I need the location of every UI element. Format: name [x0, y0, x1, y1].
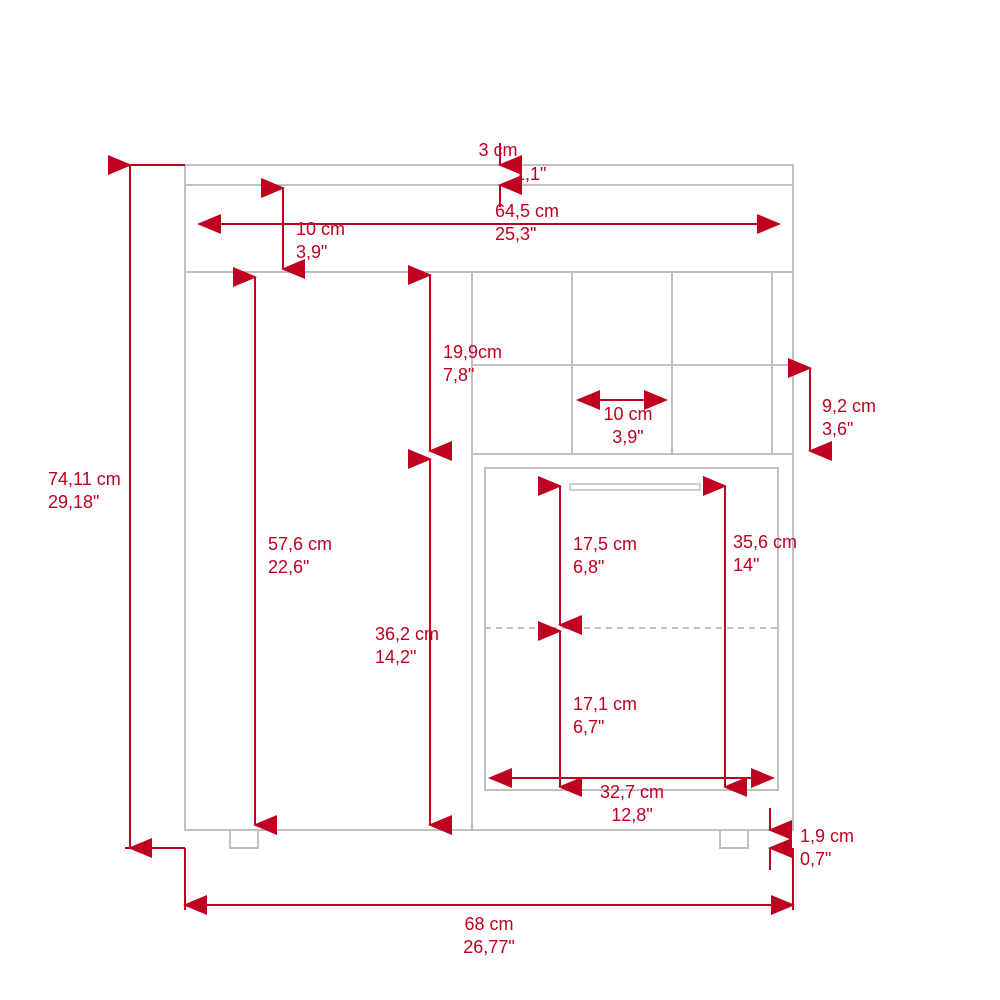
svg-text:35,6 cm: 35,6 cm	[733, 532, 797, 552]
svg-text:74,11 cm: 74,11 cm	[48, 469, 121, 489]
svg-text:17,5 cm: 17,5 cm	[573, 534, 637, 554]
svg-text:7,8": 7,8"	[443, 365, 474, 385]
svg-text:68 cm: 68 cm	[464, 914, 513, 934]
svg-text:17,1 cm: 17,1 cm	[573, 694, 637, 714]
svg-text:57,6 cm: 57,6 cm	[268, 534, 332, 554]
svg-text:25,3": 25,3"	[495, 224, 536, 244]
dimension-diagram: 74,11 cm 29,18" 68 cm 26,77" 3 cm 1,1" 64,5 cm…	[0, 0, 1000, 1000]
svg-text:32,7 cm: 32,7 cm	[600, 782, 664, 802]
svg-text:22,6": 22,6"	[268, 557, 309, 577]
svg-text:10 cm: 10 cm	[603, 404, 652, 424]
svg-text:14,2": 14,2"	[375, 647, 416, 667]
svg-text:14": 14"	[733, 555, 759, 575]
svg-text:3,9": 3,9"	[296, 242, 327, 262]
svg-text:19,9cm: 19,9cm	[443, 342, 502, 362]
svg-text:36,2 cm: 36,2 cm	[375, 624, 439, 644]
svg-text:64,5 cm: 64,5 cm	[495, 201, 559, 221]
svg-text:12,8": 12,8"	[611, 805, 652, 825]
svg-text:6,8": 6,8"	[573, 557, 604, 577]
svg-text:9,2 cm: 9,2 cm	[822, 396, 876, 416]
svg-text:3 cm: 3 cm	[478, 140, 517, 160]
svg-text:26,77": 26,77"	[463, 937, 514, 957]
svg-text:29,18": 29,18"	[48, 492, 99, 512]
svg-text:1,1": 1,1"	[515, 164, 546, 184]
svg-text:3,6": 3,6"	[822, 419, 853, 439]
svg-text:1,9 cm: 1,9 cm	[800, 826, 854, 846]
svg-text:10 cm: 10 cm	[296, 219, 345, 239]
svg-text:0,7": 0,7"	[800, 849, 831, 869]
svg-text:6,7": 6,7"	[573, 717, 604, 737]
svg-text:3,9": 3,9"	[612, 427, 643, 447]
